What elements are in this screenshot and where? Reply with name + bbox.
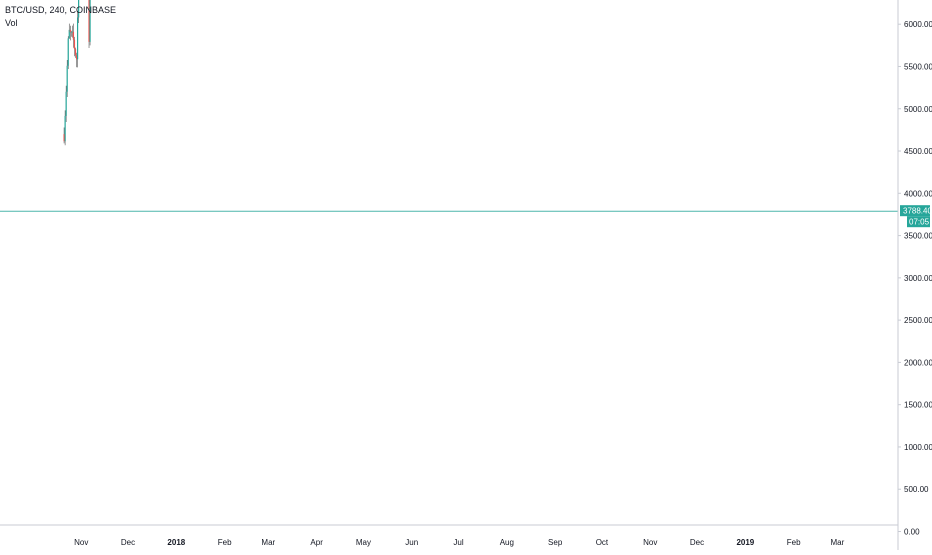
time-tick-label: 2018 — [167, 538, 185, 547]
price-axis[interactable]: 0.00 500.00 1000.00 1500.00 2000.00 2500.00 30… — [897, 0, 932, 550]
candle-body — [69, 29, 71, 33]
price-tick-label: 1000.00 — [904, 443, 932, 452]
candle-body — [73, 39, 76, 49]
time-axis[interactable]: Nov Dec 2018 Feb Mar Apr May Jun Jul Aug Sep Oct Nov… — [0, 524, 898, 547]
price-tick-label: 0.00 — [904, 528, 920, 537]
price-tick-label: 2500.00 — [904, 316, 932, 325]
time-tick-label: Jun — [405, 538, 418, 547]
time-tick-label: Apr — [310, 538, 323, 547]
volume-indicator-label[interactable]: Vol — [5, 18, 18, 28]
price-tick-label: 3500.00 — [904, 232, 932, 241]
candle-body — [64, 115, 66, 142]
time-tick-label: 2019 — [736, 538, 754, 547]
bar-countdown: 07:05 — [909, 218, 930, 227]
price-tick-label: 5000.00 — [904, 105, 932, 114]
symbol-title[interactable]: BTC/USD, 240, COINBASE — [5, 5, 117, 15]
time-tick-label: May — [356, 538, 371, 547]
candle-body — [71, 31, 73, 33]
time-tick-label: Nov — [74, 538, 88, 547]
time-tick-label: Aug — [500, 538, 514, 547]
time-tick-label: Dec — [690, 538, 704, 547]
candle-body — [88, 0, 90, 42]
price-tick-label: 4000.00 — [904, 189, 932, 198]
countdown-tag-background — [907, 216, 930, 228]
candle-body — [75, 55, 78, 60]
time-tick-label: Jul — [453, 538, 463, 547]
time-tick-label: Oct — [596, 538, 609, 547]
time-tick-label: Mar — [261, 538, 275, 547]
candle-body — [68, 29, 70, 39]
candle-series — [63, 0, 91, 146]
price-tick-label: 3000.00 — [904, 274, 932, 283]
candle-body — [76, 17, 79, 60]
time-tick-label: Dec — [121, 538, 135, 547]
chart-legend: BTC/USD, 240, COINBASE Vol — [5, 4, 116, 30]
candle-body — [89, 0, 91, 42]
candle-body — [72, 31, 75, 40]
time-tick-label: Nov — [643, 538, 657, 547]
price-tick-label: 4500.00 — [904, 147, 932, 156]
candle-body — [63, 134, 65, 142]
price-tick-label: 500.00 — [904, 485, 929, 494]
time-tick-label: Feb — [787, 538, 801, 547]
candle-body — [65, 91, 67, 116]
candle-body — [74, 48, 77, 56]
last-price-tag: 3788.40 07:05 — [900, 205, 932, 228]
time-tick-label: Sep — [548, 538, 563, 547]
last-price-value: 3788.40 — [903, 207, 932, 216]
price-tick-label: 2000.00 — [904, 358, 932, 367]
time-tick-label: Feb — [218, 538, 232, 547]
last-price-tag-background — [900, 205, 930, 217]
candle-body — [70, 31, 72, 33]
price-tick-label: 6000.00 — [904, 20, 932, 29]
price-tick-label: 1500.00 — [904, 401, 932, 410]
time-tick-label: Mar — [830, 538, 844, 547]
candle-body — [78, 0, 80, 18]
candle-body — [67, 38, 69, 66]
candle-body — [66, 65, 68, 92]
price-tick-label: 5500.00 — [904, 62, 932, 71]
